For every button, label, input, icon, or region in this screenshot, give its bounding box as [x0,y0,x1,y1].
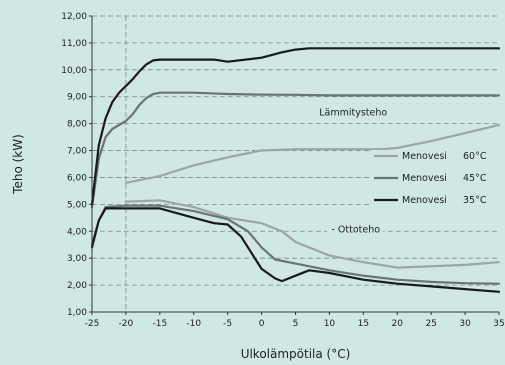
y-tick-label: 1,00 [67,308,87,318]
x-tick-label: -15 [152,319,167,329]
series-line [90,91,501,209]
y-tick-label: 8,00 [67,120,87,130]
x-tick-label: 25 [425,319,436,329]
y-tick-label: 3,00 [67,254,87,264]
y-tick-label: 4,00 [67,227,87,237]
x-tick-labels: -25 -20 -15 -10 -5 0 5 10 15 20 25 30 35 [85,319,505,329]
x-tick-label: -20 [119,319,134,329]
x-tick-label: 10 [324,319,336,329]
y-tick-label: 6,00 [67,173,87,183]
series-line [124,123,501,184]
annotation-label: - Ottoteho [331,225,380,236]
y-tick-label: 5,00 [67,200,87,210]
legend-entry-bg [372,150,498,163]
x-tick-label: -10 [186,319,201,329]
y-axis-label: Teho (kW) [11,134,25,195]
annotation-label: Lämmitysteho [319,108,387,119]
legend: Menovesi 60°C Menovesi 45°C Menovesi 35°C [372,150,498,207]
x-tick-label: 0 [259,319,265,329]
x-tick-label: -5 [223,319,232,329]
x-tick-label: 5 [293,319,299,329]
legend-entry-value: 60°C [463,151,487,162]
y-tick-label: 9,00 [67,93,87,103]
legend-entry-bg [372,194,498,207]
y-tick-label: 12,00 [61,12,87,22]
y-tick-label: 7,00 [67,147,87,157]
grid [92,15,499,312]
y-tick-label: 10,00 [61,66,87,76]
x-tick-label: 35 [493,319,504,329]
series-line [90,207,501,293]
x-axis-label: Ulkolämpötila (°C) [241,347,351,361]
series-line [124,199,501,269]
x-tick-label: 30 [459,319,471,329]
axes [89,15,500,315]
legend-entry-label: Menovesi [402,151,447,162]
legend-entry-value: 35°C [463,195,487,206]
legend-entry-value: 45°C [463,173,487,184]
series-lines [90,47,501,293]
y-tick-label: 2,00 [67,281,87,291]
y-tick-label: 11,00 [61,39,87,49]
annotations: Lämmitysteho - Ottoteho [315,106,394,236]
legend-entry-label: Menovesi [402,173,447,184]
annotation-bg [315,106,394,119]
legend-entry-bg [372,172,498,185]
y-tick-labels: 1,00 2,00 3,00 4,00 5,00 6,00 7,00 8,00 9,00 10,0… [61,12,87,318]
annotation-bg [327,223,384,236]
series-line [90,47,501,206]
series-line [90,204,501,285]
x-tick-label: 15 [358,319,369,329]
x-tick-label: 20 [392,319,404,329]
x-tick-label: -25 [85,319,100,329]
legend-entry-label: Menovesi [402,195,447,206]
